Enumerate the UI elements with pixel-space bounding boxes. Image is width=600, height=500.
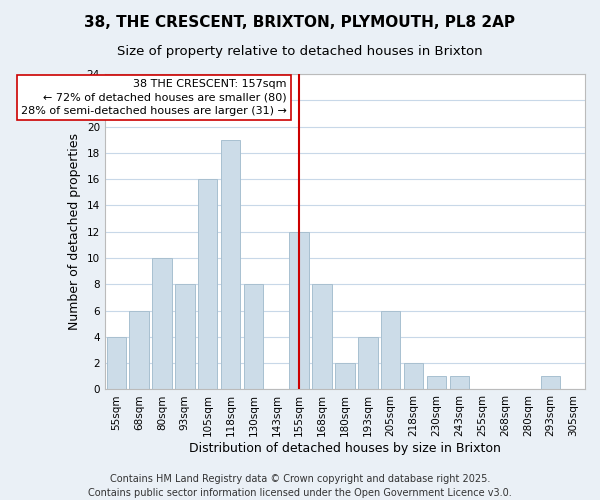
Bar [381,310,400,390]
Bar [404,363,423,390]
Bar [427,376,446,390]
Bar [335,363,355,390]
Bar [107,337,126,390]
Bar [221,140,241,390]
Bar [152,258,172,390]
Bar [175,284,194,390]
Y-axis label: Number of detached properties: Number of detached properties [68,133,81,330]
Bar [244,284,263,390]
Bar [449,376,469,390]
Bar [358,337,377,390]
Text: 38, THE CRESCENT, BRIXTON, PLYMOUTH, PL8 2AP: 38, THE CRESCENT, BRIXTON, PLYMOUTH, PL8… [85,15,515,30]
Text: Size of property relative to detached houses in Brixton: Size of property relative to detached ho… [117,45,483,58]
Bar [313,284,332,390]
Bar [541,376,560,390]
X-axis label: Distribution of detached houses by size in Brixton: Distribution of detached houses by size … [189,442,501,455]
Text: Contains HM Land Registry data © Crown copyright and database right 2025.
Contai: Contains HM Land Registry data © Crown c… [88,474,512,498]
Text: 38 THE CRESCENT: 157sqm
← 72% of detached houses are smaller (80)
28% of semi-de: 38 THE CRESCENT: 157sqm ← 72% of detache… [21,80,287,116]
Bar [130,310,149,390]
Bar [289,232,309,390]
Bar [198,179,217,390]
